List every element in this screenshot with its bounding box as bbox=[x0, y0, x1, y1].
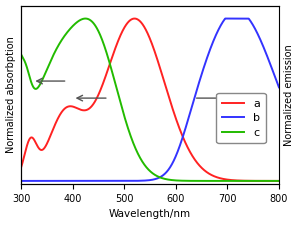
b bbox=[120, 180, 124, 182]
c bbox=[277, 180, 281, 182]
c bbox=[84, 17, 87, 20]
a bbox=[249, 180, 252, 182]
a bbox=[120, 31, 124, 34]
a bbox=[277, 180, 281, 182]
a bbox=[133, 17, 136, 20]
a bbox=[282, 180, 286, 182]
Legend: a, b, c: a, b, c bbox=[216, 93, 266, 143]
c bbox=[49, 58, 53, 61]
a bbox=[19, 166, 23, 169]
Line: a: a bbox=[21, 18, 284, 181]
b bbox=[282, 99, 286, 102]
Line: b: b bbox=[21, 18, 284, 181]
c bbox=[249, 180, 252, 182]
c bbox=[120, 107, 124, 110]
b bbox=[65, 180, 68, 182]
b bbox=[224, 17, 227, 20]
c bbox=[65, 32, 68, 34]
X-axis label: Wavelength/nm: Wavelength/nm bbox=[109, 209, 191, 219]
c bbox=[19, 53, 23, 56]
Y-axis label: Normalized emission: Normalized emission bbox=[284, 44, 294, 146]
c bbox=[282, 180, 286, 182]
c bbox=[132, 142, 135, 145]
b bbox=[49, 180, 53, 182]
Line: c: c bbox=[21, 18, 284, 181]
Y-axis label: Normalized absorbption: Normalized absorbption bbox=[6, 36, 16, 153]
a bbox=[49, 133, 53, 135]
b bbox=[277, 86, 281, 89]
b bbox=[249, 20, 252, 23]
b bbox=[131, 180, 135, 182]
a bbox=[131, 17, 135, 20]
b bbox=[19, 180, 23, 182]
a bbox=[65, 106, 68, 108]
